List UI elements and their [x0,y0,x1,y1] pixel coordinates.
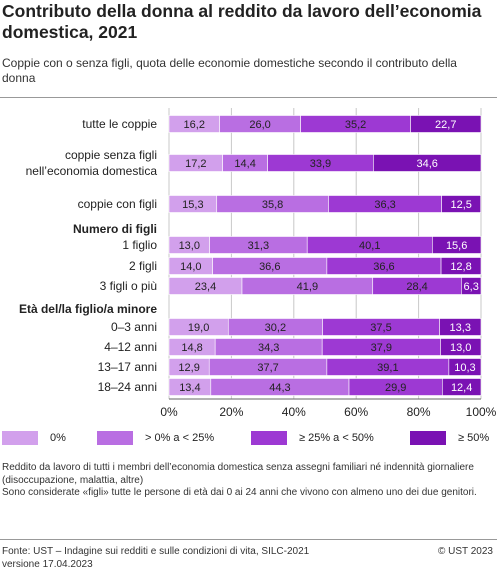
data-label: 14,8 [181,342,202,354]
row-label: tutte le coppie [82,117,157,131]
legend: 0% > 0% a < 25% ≥ 25% a < 50% ≥ 50% [0,430,497,450]
legend-swatch [251,431,287,445]
data-label: 40,1 [359,240,380,252]
row-label: nell’economia domestica [26,164,158,178]
top-divider [0,97,497,98]
data-label: 37,5 [370,322,391,334]
x-tick-label: 60% [344,405,368,419]
x-tick-label: 40% [282,405,306,419]
bottom-divider [0,539,497,540]
source-note: Fonte: UST – Indagine sui redditi e sull… [2,546,310,570]
legend-item: > 0% a < 25% [97,430,214,446]
bar-segment [440,257,482,275]
bar-segment [448,358,482,376]
data-label: 30,2 [265,322,286,334]
row-label: 1 figlio [122,238,157,252]
data-label: 10,3 [454,362,475,374]
legend-swatch [410,431,446,445]
data-label: 12,4 [451,382,472,394]
x-tick-label: 20% [219,405,243,419]
legend-label: ≥ 50% [458,432,490,444]
data-label: 16,2 [184,119,205,131]
bar-segment [441,195,481,213]
bar-segment [442,378,482,396]
bar-segment [440,338,482,356]
footnote: Sono considerate «figli» tutte le person… [2,487,477,498]
data-label: 15,6 [446,240,467,252]
row-label: coppie senza figli [65,148,157,162]
data-label: 12,8 [450,261,471,273]
row-label: 0–3 anni [111,320,157,334]
data-label: 36,6 [373,261,394,273]
data-label: 39,1 [377,362,398,374]
data-label: 12,5 [450,199,471,211]
data-label: 23,4 [195,281,216,293]
row-label: 13–17 anni [98,360,157,374]
data-label: 13,3 [450,322,471,334]
data-label: 28,4 [406,281,427,293]
group-header-label: Numero di figli [73,222,157,236]
data-label: 33,9 [310,158,331,170]
x-tick-label: 80% [407,405,431,419]
stacked-bar-chart: tutte le coppie 16,2 26,0 35,2 22,7 coppie se… [19,108,497,419]
row-label: coppie con figli [78,197,157,211]
group-header-label: Età del/la figlio/a minore [19,302,157,316]
copyright-note: © UST 2023 [438,546,493,557]
x-tick-label: 0% [160,405,178,419]
data-label: 13,0 [450,342,471,354]
data-label: 13,0 [179,240,200,252]
row-label: 2 figli [129,259,157,273]
legend-swatch [97,431,133,445]
legend-label: 0% [50,432,66,444]
data-label: 37,9 [371,342,392,354]
data-label: 34,3 [258,342,279,354]
data-label: 29,9 [385,382,406,394]
data-label: 35,2 [345,119,366,131]
data-label: 13,4 [179,382,200,394]
bar-segment [432,236,482,254]
bar-segment [410,115,482,133]
data-label: 31,3 [248,240,269,252]
data-label: 41,9 [297,281,318,293]
data-label: 17,2 [185,158,206,170]
x-tick-label: 100% [466,405,497,419]
row-label: 4–12 anni [104,340,157,354]
data-label: 37,7 [257,362,278,374]
data-label: 12,9 [178,362,199,374]
data-label: 36,6 [259,261,280,273]
legend-item: ≥ 50% [410,430,489,446]
footnote: Reddito da lavoro di tutti i membri dell… [2,462,474,486]
legend-label: ≥ 25% a < 50% [299,432,374,444]
data-label: 14,0 [180,261,201,273]
data-label: 19,0 [188,322,209,334]
data-label: 6,3 [464,281,479,293]
data-label: 34,6 [416,158,437,170]
data-label: 36,3 [374,199,395,211]
bar-segment [439,318,482,336]
row-label: 18–24 anni [98,380,157,394]
bar-segment [461,277,482,295]
data-label: 44,3 [269,382,290,394]
row-label: 3 figli o più [100,279,157,293]
legend-label: > 0% a < 25% [145,432,215,444]
legend-item: ≥ 25% a < 50% [251,430,374,446]
legend-item: 0% [2,430,66,446]
data-label: 26,0 [249,119,270,131]
data-label: 22,7 [435,119,456,131]
data-label: 14,4 [234,158,255,170]
chart-subtitle: Coppie con o senza figli, quota delle ec… [2,56,457,85]
data-label: 35,8 [262,199,283,211]
legend-swatch [2,431,38,445]
data-label: 15,3 [182,199,203,211]
chart-title: Contributo della donna al reddito da lav… [2,1,482,42]
footnotes: Reddito da lavoro di tutti i membri dell… [2,462,492,500]
bar-segment [373,154,482,172]
